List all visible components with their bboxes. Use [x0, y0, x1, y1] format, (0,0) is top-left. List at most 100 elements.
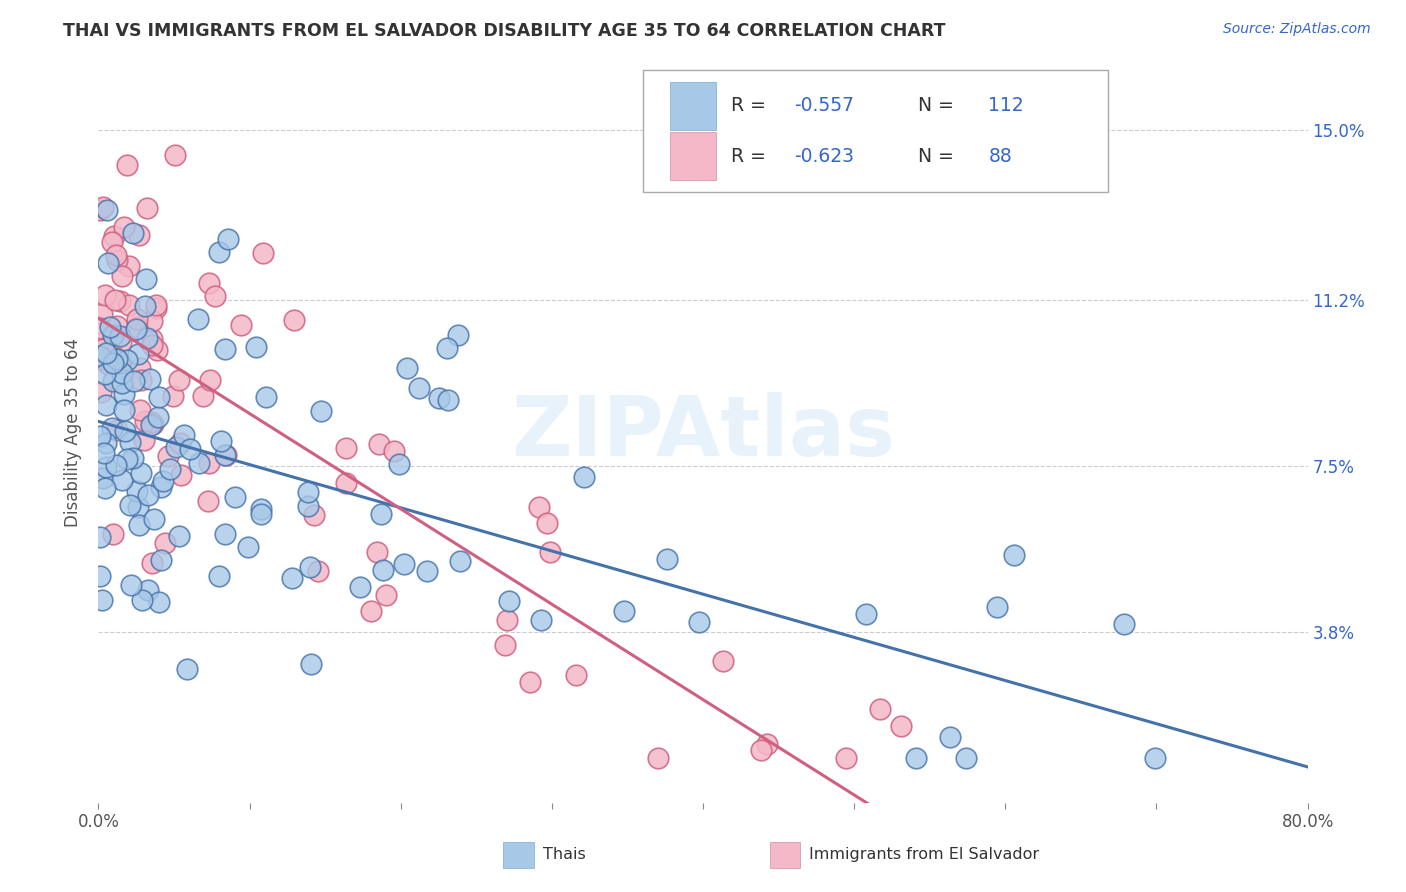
Point — [986, 600, 1008, 615]
Point — [157, 449, 180, 463]
Point — [128, 517, 150, 532]
Bar — [671, 132, 716, 180]
Point — [245, 340, 267, 354]
Point — [1143, 751, 1166, 765]
Point — [94, 435, 117, 450]
Point — [187, 456, 209, 470]
Point — [148, 390, 170, 404]
Point — [224, 490, 246, 504]
Point — [101, 526, 124, 541]
Point — [97, 357, 120, 371]
Point — [187, 312, 209, 326]
Point — [89, 530, 111, 544]
Point — [89, 428, 111, 442]
Text: THAI VS IMMIGRANTS FROM EL SALVADOR DISABILITY AGE 35 TO 64 CORRELATION CHART: THAI VS IMMIGRANTS FROM EL SALVADOR DISA… — [63, 22, 946, 40]
Point — [121, 451, 143, 466]
Point — [101, 421, 124, 435]
Point — [564, 668, 586, 682]
Point — [131, 592, 153, 607]
Point — [890, 719, 912, 733]
Point — [134, 299, 156, 313]
Point — [101, 356, 124, 370]
Point — [100, 235, 122, 249]
Point — [613, 604, 636, 618]
Point — [120, 498, 142, 512]
Point — [163, 148, 186, 162]
Point — [103, 229, 125, 244]
Point — [101, 351, 124, 366]
Point — [94, 367, 117, 381]
Point — [655, 552, 678, 566]
Point — [136, 488, 159, 502]
Point — [217, 232, 239, 246]
Point — [98, 320, 121, 334]
Point — [191, 389, 214, 403]
Point — [713, 654, 735, 668]
Point — [204, 289, 226, 303]
Point — [215, 448, 238, 462]
Point — [283, 312, 305, 326]
Point — [89, 321, 111, 335]
Point — [91, 201, 114, 215]
Point — [536, 516, 558, 530]
Point — [939, 731, 962, 745]
Point — [104, 293, 127, 307]
Point — [105, 423, 128, 437]
Point — [100, 334, 122, 349]
Point — [141, 332, 163, 346]
Bar — [503, 842, 534, 868]
Point — [114, 424, 136, 438]
Point — [427, 392, 450, 406]
Point — [307, 564, 329, 578]
Point — [115, 452, 138, 467]
Point — [142, 511, 165, 525]
Point — [162, 388, 184, 402]
Point — [111, 366, 134, 380]
Text: N =: N = — [918, 146, 960, 166]
Point — [408, 380, 430, 394]
Point — [91, 342, 114, 356]
Point — [94, 287, 117, 301]
Point — [136, 201, 159, 215]
Point — [209, 434, 232, 449]
Text: N =: N = — [918, 96, 960, 115]
Text: R =: R = — [731, 146, 772, 166]
Point — [494, 639, 516, 653]
Point — [297, 499, 319, 513]
Point — [755, 737, 778, 751]
Point — [447, 327, 470, 342]
Point — [105, 458, 128, 473]
Point — [335, 475, 357, 490]
Point — [136, 331, 159, 345]
Y-axis label: Disability Age 35 to 64: Disability Age 35 to 64 — [65, 338, 83, 527]
Point — [197, 494, 219, 508]
Point — [169, 373, 191, 387]
Point — [254, 391, 277, 405]
Point — [145, 301, 167, 316]
Point — [159, 461, 181, 475]
Point — [94, 460, 117, 475]
Point — [139, 371, 162, 385]
Point — [139, 417, 162, 432]
Point — [110, 334, 132, 349]
Point — [370, 507, 392, 521]
Point — [904, 751, 927, 765]
Point — [129, 402, 152, 417]
Point — [869, 702, 891, 716]
Point — [392, 557, 415, 571]
Bar — [671, 81, 716, 129]
Point — [127, 483, 149, 498]
Point — [297, 485, 319, 500]
Point — [150, 553, 173, 567]
Point — [436, 341, 458, 355]
Point — [360, 604, 382, 618]
Point — [129, 467, 152, 481]
Point — [128, 361, 150, 376]
Point — [252, 245, 274, 260]
Point — [89, 569, 111, 583]
Point — [208, 568, 231, 582]
Point — [1112, 617, 1135, 632]
Point — [117, 157, 139, 171]
Point — [125, 322, 148, 336]
Point — [128, 227, 150, 242]
